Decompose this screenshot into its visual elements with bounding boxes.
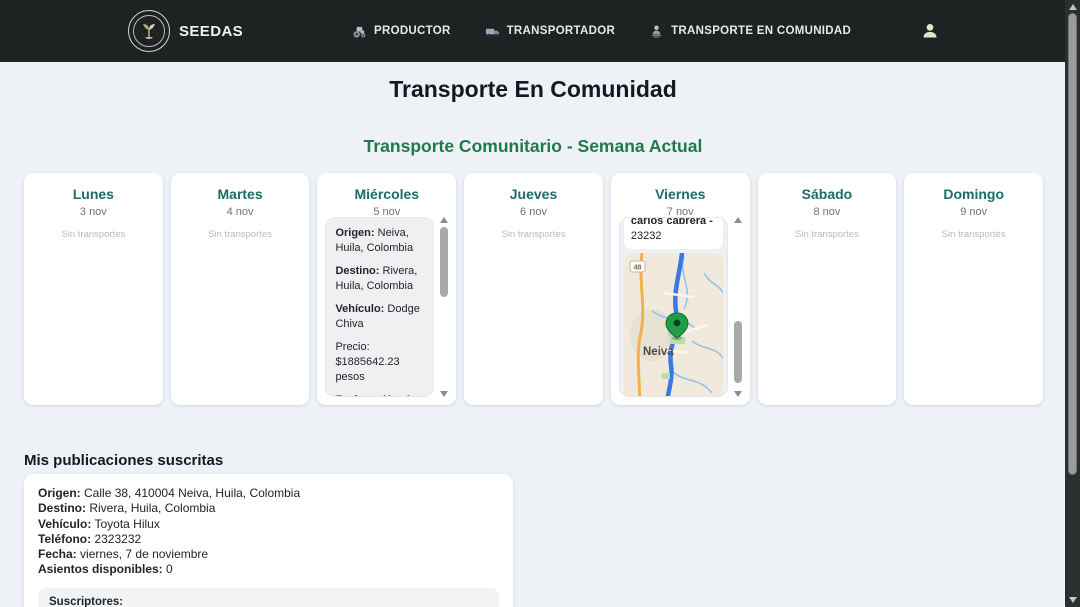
transport-detail-card[interactable]: carlos cabrera - 23232 48 Neiva [618, 217, 728, 397]
day-name: Viernes [655, 186, 706, 202]
day-empty-text: Sin transportes [208, 229, 273, 240]
day-empty-text: Sin transportes [501, 229, 566, 240]
day-name: Sábado [801, 186, 853, 202]
day-card-viernes: Viernes 7 nov carlos cabrera - 23232 [610, 173, 750, 405]
page-scrollbar[interactable] [1065, 0, 1080, 607]
community-icon [649, 24, 664, 39]
navbar: SEEDAS PRODUCTOR [0, 0, 1080, 62]
day-date: 7 nov [666, 206, 694, 218]
scroll-down-icon[interactable] [1068, 597, 1077, 603]
road-badge: 48 [633, 265, 641, 272]
subscriber-name: carlos cabrera - [630, 217, 713, 227]
week-section-title: Transporte Comunitario - Semana Actual [363, 136, 703, 156]
map-pin-icon [665, 312, 689, 340]
day-card-lunes: Lunes 3 nov Sin transportes [24, 173, 163, 405]
day-card-jueves: Jueves 6 nov Sin transportes [464, 173, 603, 405]
day-name: Jueves [509, 186, 558, 202]
transport-origen: Origen: Neiva, Huila, Colombia [335, 227, 414, 254]
day-name: Lunes [72, 186, 114, 202]
scroll-up-icon[interactable] [1068, 4, 1077, 10]
nav-item-transporte-en-comunidad[interactable]: TRANSPORTE EN COMUNIDAD [649, 24, 851, 39]
day-date: 8 nov [813, 206, 841, 218]
day-card-martes: Martes 4 nov Sin transportes [170, 173, 310, 405]
scroll-up-icon[interactable] [733, 217, 742, 223]
day-name: Domingo [943, 186, 1004, 202]
tractor-icon [352, 24, 367, 39]
day-empty-text: Sin transportes [941, 229, 1006, 240]
scrollbar-thumb[interactable] [440, 227, 449, 297]
pub-origen: Origen: Calle 38, 410004 Neiva, Huila, C… [38, 486, 301, 500]
nav-item-productor[interactable]: PRODUCTOR [352, 24, 451, 39]
subscriptions-title: Mis publicaciones suscritas [24, 452, 224, 469]
plant-icon [143, 24, 155, 39]
nav-item-label: TRANSPORTADOR [506, 25, 616, 37]
user-icon[interactable] [920, 21, 940, 41]
pub-telefono: Teléfono: 2323232 [38, 531, 142, 546]
pub-fecha: Fecha: viernes, 7 de noviembre [38, 547, 209, 562]
scroll-up-icon[interactable] [440, 217, 449, 223]
page-title: Transporte En Comunidad [389, 76, 677, 102]
day-empty-text: Sin transportes [795, 229, 859, 240]
scroll-down-icon[interactable] [440, 391, 449, 397]
day-card-domingo: Domingo 9 nov Sin transportes [904, 173, 1044, 405]
scroll-down-icon[interactable] [733, 391, 742, 397]
day-name: Miércoles [354, 186, 420, 202]
transport-vehiculo: Vehículo: Dodge Chiva [335, 303, 420, 330]
day-date: 3 nov [79, 206, 107, 218]
route-map[interactable]: 48 Neiva i [623, 253, 723, 396]
scrollbar-thumb[interactable] [733, 321, 742, 383]
nav-item-label: PRODUCTOR [374, 25, 451, 37]
scrollbar-thumb[interactable] [1068, 13, 1077, 475]
brand-name: SEEDAS [179, 22, 244, 40]
truck-icon [485, 24, 500, 39]
pub-vehiculo: Vehículo: Toyota Hilux [38, 516, 160, 531]
map-place-label: Neiva [643, 346, 674, 358]
nav-item-transportador[interactable]: TRANSPORTADOR [485, 24, 615, 39]
subscriber-mini-card: carlos cabrera - 23232 [623, 217, 723, 249]
day-empty-text: Sin transportes [61, 229, 126, 240]
nav-item-label: TRANSPORTE EN COMUNIDAD [671, 25, 852, 37]
subscribed-publication-card: Origen: Calle 38, 410004 Neiva, Huila, C… [24, 474, 513, 607]
subscribers-box: Suscriptores: carlos cabrera - 23232 [38, 587, 499, 607]
day-date: 4 nov [226, 206, 254, 218]
transport-fecha: Fecha: miércoles, [335, 393, 424, 396]
day-card-miercoles: Miércoles 5 nov Origen: Neiva, Huila, Co… [317, 173, 457, 405]
card-scrollbar[interactable] [732, 217, 744, 397]
brand[interactable]: SEEDAS [128, 0, 243, 62]
week-row: Lunes 3 nov Sin transportes Martes 4 nov… [24, 173, 1044, 405]
pub-destino: Destino: Rivera, Huila, Colombia [38, 501, 216, 516]
day-date: 5 nov [373, 206, 401, 218]
subscriber-phone: 23232 [630, 230, 662, 242]
seedas-logo-icon [128, 10, 170, 52]
card-scrollbar[interactable] [438, 217, 450, 397]
day-date: 9 nov [960, 206, 988, 218]
day-name: Martes [217, 186, 263, 202]
subscribers-box-title: Suscriptores: [49, 595, 124, 607]
nav-links: PRODUCTOR TRANSPORTADOR [352, 0, 851, 62]
transport-precio: Precio: $1885642.23 pesos [335, 341, 400, 383]
day-date: 6 nov [520, 206, 547, 218]
transport-detail-card[interactable]: Origen: Neiva, Huila, Colombia Destino: … [325, 217, 435, 397]
day-card-sabado: Sábado 8 nov Sin transportes [757, 173, 897, 405]
transport-destino: Destino: Rivera, Huila, Colombia [335, 265, 418, 292]
pub-asientos: Asientos disponibles: 0 [38, 562, 173, 577]
